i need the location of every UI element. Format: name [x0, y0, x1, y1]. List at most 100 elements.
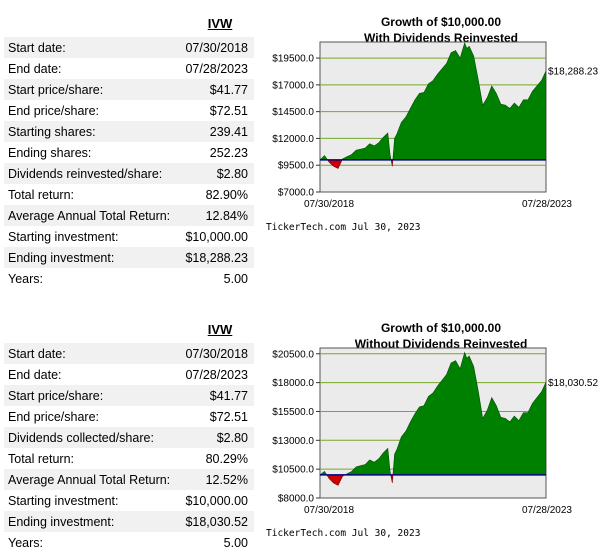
stat-label: Total return: [8, 187, 75, 202]
x-label-start: 07/30/2018 [304, 199, 354, 210]
stat-value: 239.41 [209, 124, 248, 139]
y-tick-label: $19500.0 [272, 54, 314, 65]
stat-value: 12.84% [205, 208, 248, 223]
stat-value: 07/28/2023 [185, 367, 248, 382]
stat-row: End date: 07/28/2023 [4, 364, 254, 385]
stat-label: Average Annual Total Return: [8, 208, 171, 223]
x-label-end: 07/28/2023 [522, 199, 572, 210]
stat-value: $10,000.00 [185, 229, 248, 244]
growth-chart: Growth of $10,000.00 Without Dividends Re… [258, 306, 615, 546]
loss-area [320, 159, 546, 169]
stat-label: Start price/share: [8, 388, 104, 403]
stat-label: Average Annual Total Return: [8, 472, 171, 487]
stat-label: End date: [8, 61, 62, 76]
stat-value: $18,030.52 [185, 514, 248, 529]
end-value-label: $18,288.23 [548, 67, 598, 78]
y-tick-label: $13000.0 [272, 436, 314, 447]
stat-value: $72.51 [209, 409, 248, 424]
stat-label: Ending investment: [8, 250, 115, 265]
stat-row: Start price/share: $41.77 [4, 385, 254, 406]
credit-text: TickerTech.com Jul 30, 2023 [266, 528, 420, 539]
y-tick-label: $7000.0 [278, 188, 315, 199]
stat-value: 80.29% [205, 451, 248, 466]
stat-row: Starting shares: 239.41 [4, 121, 254, 142]
stats-rows: Start date: 07/30/2018 End date: 07/28/2023… [4, 343, 254, 553]
stat-row: Average Annual Total Return: 12.84% [4, 205, 254, 226]
y-tick-label: $17000.0 [272, 80, 314, 91]
stat-row: Average Annual Total Return: 12.52% [4, 469, 254, 490]
stat-label: Dividends collected/share: [8, 430, 154, 445]
stat-row: Years: 5.00 [4, 268, 254, 289]
stat-value: $72.51 [209, 103, 248, 118]
stat-row: Years: 5.00 [4, 532, 254, 553]
stat-label: Start date: [8, 346, 66, 361]
stat-label: Starting investment: [8, 229, 119, 244]
stat-value: 07/28/2023 [185, 61, 248, 76]
stat-row: Starting investment: $10,000.00 [4, 226, 254, 247]
stat-value: $41.77 [209, 82, 248, 97]
gain-area [320, 351, 546, 475]
stat-row: Start date: 07/30/2018 [4, 37, 254, 58]
y-tick-label: $10500.0 [272, 465, 314, 476]
stat-label: Dividends reinvested/share: [8, 166, 163, 181]
stat-value: $2.80 [216, 166, 248, 181]
ticker-symbol: IVW [207, 16, 233, 31]
y-tick-label: $12000.0 [272, 134, 314, 145]
stat-row: End price/share: $72.51 [4, 100, 254, 121]
growth-chart: Growth of $10,000.00 With Dividends Reinv… [258, 0, 615, 240]
chart-title: Growth of $10,000.00 [381, 15, 501, 29]
stat-row: Ending shares: 252.23 [4, 142, 254, 163]
y-tick-label: $9500.0 [278, 161, 315, 172]
stat-label: Years: [8, 535, 43, 550]
stat-label: Years: [8, 271, 43, 286]
stat-value: 82.90% [205, 187, 248, 202]
stat-label: Total return: [8, 451, 75, 466]
stat-value: $18,288.23 [185, 250, 248, 265]
stat-value: $10,000.00 [185, 493, 248, 508]
stat-value: 252.23 [209, 145, 248, 160]
stat-label: Ending investment: [8, 514, 115, 529]
y-tick-label: $8000.0 [278, 494, 315, 505]
stat-label: Starting shares: [8, 124, 96, 139]
stat-label: Ending shares: [8, 145, 92, 160]
stat-row: Ending investment: $18,288.23 [4, 247, 254, 268]
stat-row: Total return: 82.90% [4, 184, 254, 205]
y-tick-label: $15500.0 [272, 407, 314, 418]
stat-value: 12.52% [205, 472, 248, 487]
stat-label: End price/share: [8, 103, 100, 118]
stat-value: 5.00 [223, 535, 248, 550]
stat-label: Start date: [8, 40, 66, 55]
stat-label: Start price/share: [8, 82, 104, 97]
stat-label: Starting investment: [8, 493, 119, 508]
stat-row: Dividends reinvested/share: $2.80 [4, 163, 254, 184]
stat-label: End date: [8, 367, 62, 382]
chart-title: Growth of $10,000.00 [381, 321, 501, 335]
stat-row: Start date: 07/30/2018 [4, 343, 254, 364]
stat-row: Start price/share: $41.77 [4, 79, 254, 100]
gain-area [320, 42, 546, 160]
y-tick-label: $18000.0 [272, 378, 314, 389]
credit-text: TickerTech.com Jul 30, 2023 [266, 222, 420, 233]
stat-row: End date: 07/28/2023 [4, 58, 254, 79]
stat-row: Dividends collected/share: $2.80 [4, 427, 254, 448]
stat-value: $41.77 [209, 388, 248, 403]
ticker-symbol: IVW [207, 322, 233, 337]
loss-area [320, 474, 546, 486]
x-label-end: 07/28/2023 [522, 505, 572, 516]
x-label-start: 07/30/2018 [304, 505, 354, 516]
stat-row: Starting investment: $10,000.00 [4, 490, 254, 511]
stat-value: 07/30/2018 [185, 40, 248, 55]
y-tick-label: $20500.0 [272, 349, 314, 360]
end-value-label: $18,030.52 [548, 378, 598, 389]
stat-value: $2.80 [216, 430, 248, 445]
stat-row: Total return: 80.29% [4, 448, 254, 469]
stat-row: Ending investment: $18,030.52 [4, 511, 254, 532]
stat-label: End price/share: [8, 409, 100, 424]
y-tick-label: $14500.0 [272, 107, 314, 118]
stat-value: 07/30/2018 [185, 346, 248, 361]
stat-row: End price/share: $72.51 [4, 406, 254, 427]
stats-rows: Start date: 07/30/2018 End date: 07/28/2023… [4, 37, 254, 289]
stat-value: 5.00 [223, 271, 248, 286]
